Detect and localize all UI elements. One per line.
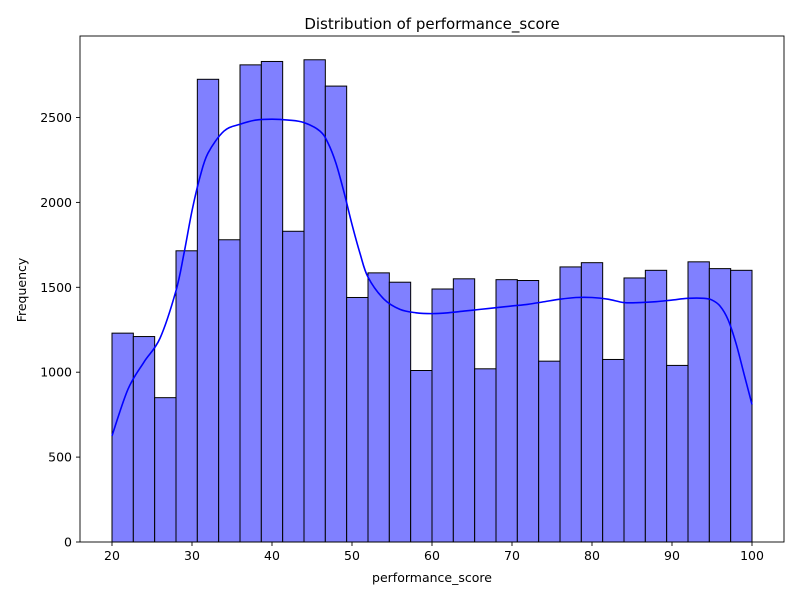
y-tick-label: 0 (64, 535, 72, 550)
y-tick-label: 2500 (40, 110, 72, 125)
y-tick-label: 1500 (40, 280, 72, 295)
histogram-bar (218, 239, 241, 543)
x-tick-label: 70 (504, 548, 520, 563)
chart-title: Distribution of performance_score (304, 15, 559, 34)
histogram-bar (282, 230, 305, 543)
histogram-bar (132, 336, 156, 543)
x-tick-label: 20 (104, 548, 120, 563)
histogram-bar (580, 262, 604, 543)
histogram-bar (388, 281, 412, 543)
kde-layer (111, 118, 753, 437)
histogram-bar (474, 368, 497, 543)
x-tick-label: 30 (184, 548, 200, 563)
histogram-bar (431, 288, 454, 543)
histogram-bar (111, 332, 134, 543)
x-tick-label: 60 (424, 548, 440, 563)
x-tick-label: 80 (584, 548, 600, 563)
histogram-bar (260, 60, 284, 543)
histogram-bar (495, 279, 518, 543)
histogram-bar (324, 85, 348, 543)
histogram-bar (602, 358, 625, 543)
histogram-bar (708, 268, 732, 543)
x-tick-label: 40 (264, 548, 280, 563)
x-tick-label: 90 (664, 548, 680, 563)
histogram-bar (644, 269, 668, 543)
histogram-bar (175, 250, 198, 543)
histogram-bar (410, 370, 433, 543)
x-axis-label: performance_score (372, 570, 492, 585)
histogram-bar (559, 266, 582, 543)
histogram-bar (623, 277, 646, 543)
y-tick-label: 2000 (40, 195, 72, 210)
histogram-bar (154, 397, 177, 543)
kde-line (111, 118, 753, 437)
y-tick-label: 1000 (40, 365, 72, 380)
histogram-bar (452, 278, 476, 543)
histogram-bar (730, 269, 753, 543)
x-tick-label: 50 (344, 548, 360, 563)
histogram-bar (196, 78, 220, 543)
histogram-bar (666, 364, 689, 543)
histogram-bar (239, 64, 262, 543)
y-tick-label: 500 (48, 450, 72, 465)
bars-layer (111, 59, 753, 543)
x-tick-label: 100 (740, 548, 764, 563)
y-axis-label: Frequency (14, 257, 29, 322)
histogram-bar (516, 280, 540, 543)
histogram-bar (367, 272, 390, 543)
histogram-bar (687, 261, 710, 543)
histogram-bar (346, 296, 369, 543)
histogram-bar (538, 360, 561, 543)
